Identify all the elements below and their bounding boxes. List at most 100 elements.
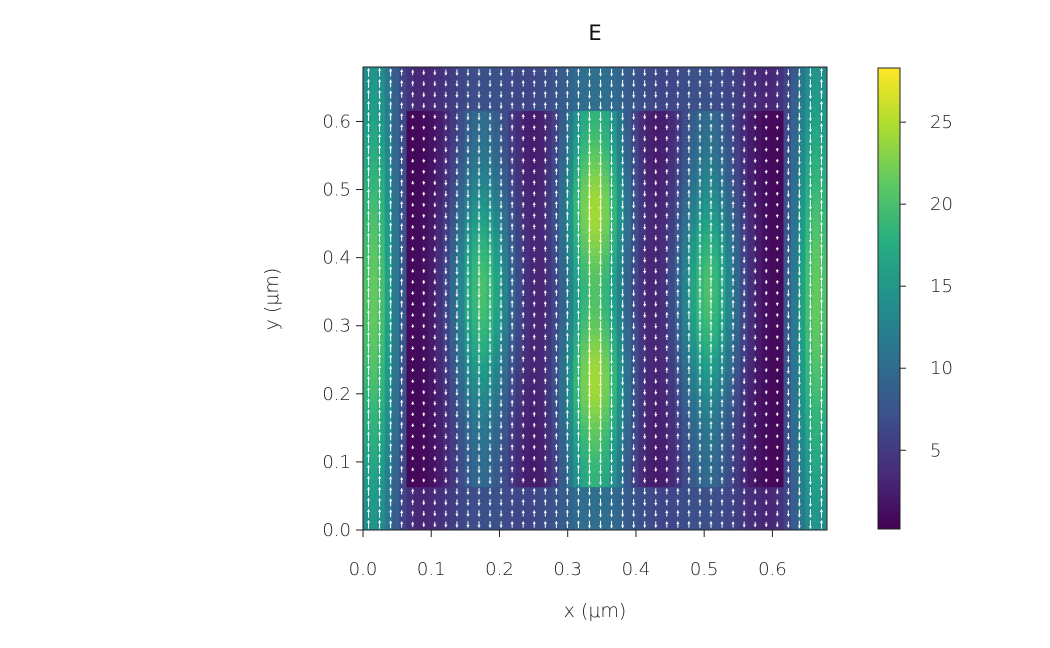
heatmap-cell (805, 493, 814, 502)
heatmap-cell (602, 399, 611, 408)
heatmap-cell (689, 327, 698, 336)
heatmap-cell (805, 522, 814, 530)
heatmap-cell (486, 284, 495, 292)
heatmap-cell (754, 146, 763, 155)
heatmap-cell (776, 168, 785, 177)
heatmap-cell (740, 204, 748, 213)
heatmap-cell (587, 240, 596, 249)
heatmap-cell (783, 168, 792, 177)
heatmap-cell (413, 255, 422, 263)
heatmap-cell (464, 161, 473, 169)
heatmap-cell (689, 284, 698, 292)
heatmap-cell (754, 363, 763, 372)
heatmap-cell (783, 81, 792, 90)
heatmap-cell (392, 132, 400, 140)
heatmap-cell (399, 168, 408, 177)
heatmap-cell (732, 168, 741, 177)
heatmap-cell (515, 443, 524, 452)
heatmap-cell (805, 189, 814, 198)
heatmap-cell (537, 312, 545, 321)
heatmap-cell (450, 218, 458, 227)
heatmap-cell (790, 407, 799, 415)
heatmap-cell (573, 421, 582, 430)
heatmap-cell (819, 486, 827, 495)
heatmap-cell (798, 284, 806, 292)
heatmap-cell (776, 378, 785, 386)
heatmap-cell (479, 392, 487, 401)
heatmap-cell (413, 435, 422, 444)
heatmap-cell (660, 450, 669, 459)
heatmap-cell (740, 479, 748, 488)
heatmap-cell (406, 349, 415, 357)
heatmap-cell (450, 378, 458, 386)
heatmap-cell (798, 341, 806, 350)
heatmap-cell (370, 493, 379, 502)
heatmap-cell (624, 363, 632, 372)
heatmap-cell (819, 508, 827, 517)
heatmap-cell (515, 363, 524, 372)
heatmap-cell (377, 363, 386, 372)
heatmap-cell (645, 421, 654, 430)
heatmap-cell (812, 284, 821, 292)
heatmap-cell (384, 450, 393, 459)
heatmap-cell (363, 320, 371, 329)
heatmap-cell (819, 334, 827, 343)
heatmap-cell (500, 189, 509, 198)
heatmap-cell (537, 110, 545, 119)
heatmap-cell (616, 110, 625, 119)
heatmap-cell (566, 522, 574, 530)
heatmap-cell (442, 204, 451, 213)
heatmap-cell (493, 197, 502, 206)
heatmap-cell (471, 457, 480, 466)
heatmap-cell (776, 443, 785, 452)
heatmap-cell (761, 262, 770, 271)
heatmap-cell (471, 414, 480, 423)
heatmap-cell (602, 103, 611, 111)
heatmap-cell (479, 443, 487, 452)
heatmap-cell (493, 349, 502, 357)
heatmap-cell (761, 312, 770, 321)
heatmap-cell (493, 522, 502, 530)
heatmap-cell (638, 247, 647, 256)
heatmap-cell (703, 508, 712, 517)
heatmap-cell (638, 356, 647, 365)
heatmap-cell (450, 349, 458, 357)
heatmap-cell (682, 110, 690, 119)
heatmap-cell (761, 182, 770, 191)
heatmap-cell (406, 501, 415, 509)
heatmap-cell (631, 414, 640, 423)
heatmap-cell (653, 522, 661, 530)
heatmap-cell (769, 385, 777, 394)
heatmap-cell (660, 298, 669, 307)
heatmap-cell (689, 479, 698, 488)
heatmap-cell (384, 334, 393, 343)
heatmap-cell (392, 233, 400, 242)
quiver-arrowhead (621, 492, 625, 495)
heatmap-cell (674, 493, 683, 502)
quiver-arrowhead (753, 468, 757, 472)
heatmap-cell (493, 508, 502, 517)
heatmap-cell (747, 67, 756, 75)
heatmap-cell (711, 204, 719, 213)
heatmap-cell (682, 515, 690, 524)
heatmap-cell (464, 515, 473, 524)
heatmap-cell (819, 385, 827, 394)
heatmap-cell (769, 399, 777, 408)
quiver-arrowhead (466, 459, 470, 462)
heatmap-cell (616, 508, 625, 517)
heatmap-cell (363, 479, 371, 488)
heatmap-cell (508, 479, 516, 488)
heatmap-cell (529, 363, 538, 372)
heatmap-cell (500, 428, 509, 437)
heatmap-cell (783, 240, 792, 249)
heatmap-cell (776, 110, 785, 119)
heatmap-cell (529, 291, 538, 300)
heatmap-cell (529, 450, 538, 459)
heatmap-cell (711, 233, 719, 242)
heatmap-cell (747, 508, 756, 517)
heatmap-cell (515, 508, 524, 517)
heatmap-cell (638, 370, 647, 379)
heatmap-cell (413, 464, 422, 473)
heatmap-cell (747, 139, 756, 148)
heatmap-cell (798, 67, 806, 75)
